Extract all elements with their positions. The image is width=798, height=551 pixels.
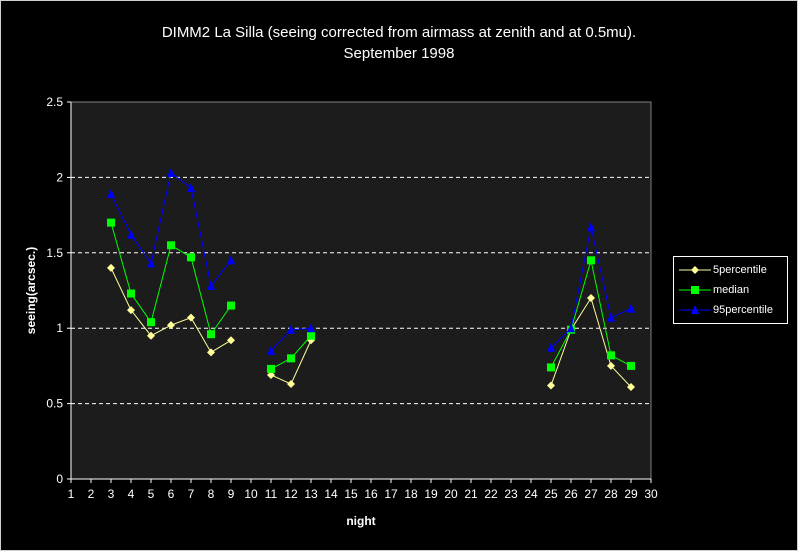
x-tick-label: 28 [604, 487, 618, 501]
data-point-5percentile [227, 336, 235, 345]
data-point-95percentile [287, 324, 295, 334]
x-tick-label: 21 [464, 487, 478, 501]
data-point-median [227, 301, 235, 310]
x-tick-label: 12 [284, 487, 298, 501]
legend-swatch-median [679, 286, 711, 294]
data-point-median [547, 363, 555, 372]
data-point-median [107, 218, 115, 227]
x-tick-label: 1 [68, 487, 75, 501]
x-tick-label: 22 [484, 487, 498, 501]
data-point-5percentile [127, 306, 135, 315]
x-tick-label: 17 [384, 487, 398, 501]
x-tick-label: 4 [128, 487, 135, 501]
x-tick-label: 9 [228, 487, 235, 501]
data-point-95percentile [127, 229, 135, 239]
x-tick-label: 27 [584, 487, 598, 501]
data-point-5percentile [207, 348, 215, 357]
data-point-95percentile [107, 188, 115, 198]
legend-swatch-95percentile [679, 305, 711, 314]
data-point-5percentile [167, 321, 175, 330]
x-tick-label: 13 [304, 487, 318, 501]
x-tick-label: 26 [564, 487, 578, 501]
chart-title: DIMM2 La Silla (seeing corrected from ai… [161, 24, 637, 41]
data-point-95percentile [307, 323, 315, 333]
data-point-95percentile [587, 222, 595, 232]
x-tick-label: 29 [624, 487, 638, 501]
data-point-95percentile [167, 167, 175, 177]
data-point-5percentile [287, 379, 295, 388]
x-tick-label: 8 [208, 487, 215, 501]
x-tick-label: 18 [404, 487, 418, 501]
legend: 5percentile median 95percentile [673, 256, 788, 324]
x-tick-label: 5 [148, 487, 155, 501]
y-tick-label: 1 [56, 321, 63, 335]
x-tick-label: 24 [524, 487, 538, 501]
legend-item-95percentile: 95percentile [674, 302, 787, 318]
x-tick-label: 19 [424, 487, 438, 501]
data-point-95percentile [147, 258, 155, 268]
y-tick-label: 0 [56, 472, 63, 486]
chart-subtitle: September 1998 [343, 45, 455, 62]
y-tick-label: 2 [56, 170, 63, 184]
x-tick-label: 15 [344, 487, 358, 501]
data-point-median [307, 331, 315, 340]
x-tick-label: 16 [364, 487, 378, 501]
data-point-median [287, 354, 295, 363]
data-point-95percentile [227, 255, 235, 265]
data-point-median [207, 330, 215, 339]
data-point-95percentile [627, 303, 635, 313]
x-tick-label: 6 [168, 487, 175, 501]
data-point-5percentile [147, 331, 155, 340]
data-point-5percentile [187, 313, 195, 322]
data-point-median [607, 351, 615, 360]
data-point-95percentile [207, 280, 215, 290]
data-point-5percentile [607, 361, 615, 370]
data-point-5percentile [587, 294, 595, 303]
legend-label-median: median [713, 284, 750, 296]
data-point-median [267, 364, 275, 373]
legend-item-5percentile: 5percentile [674, 262, 787, 278]
y-tick-label: 2.5 [46, 95, 63, 109]
legend-item-median: median [674, 282, 787, 298]
data-point-5percentile [547, 381, 555, 390]
y-tick-label: 0.5 [46, 397, 63, 411]
data-point-5percentile [107, 263, 115, 272]
data-point-95percentile [607, 312, 615, 322]
legend-label-5percentile: 5percentile [713, 264, 767, 276]
data-point-median [627, 361, 635, 370]
x-tick-label: 2 [88, 487, 95, 501]
data-point-95percentile [567, 323, 575, 333]
x-axis-label: night [346, 514, 375, 528]
data-point-median [167, 241, 175, 250]
x-tick-label: 25 [544, 487, 558, 501]
data-point-95percentile [267, 345, 275, 355]
data-point-median [587, 256, 595, 265]
data-point-median [147, 318, 155, 327]
data-point-5percentile [627, 383, 635, 392]
x-tick-label: 7 [188, 487, 195, 501]
x-tick-label: 23 [504, 487, 518, 501]
data-point-95percentile [547, 342, 555, 352]
plot-area [70, 101, 652, 480]
x-tick-label: 11 [265, 487, 278, 501]
legend-label-95percentile: 95percentile [713, 304, 773, 316]
x-tick-label: 3 [108, 487, 115, 501]
y-tick-label: 1.5 [46, 246, 63, 260]
x-tick-label: 10 [244, 487, 258, 501]
x-tick-label: 30 [644, 487, 658, 501]
data-point-95percentile [187, 182, 195, 192]
data-point-median [187, 253, 195, 262]
y-axis-label: seeing(arcsec.) [24, 247, 38, 334]
legend-swatch-5percentile [679, 266, 711, 274]
x-tick-label: 20 [444, 487, 458, 501]
x-tick-label: 14 [324, 487, 338, 501]
data-point-median [127, 289, 135, 298]
data-point-5percentile [267, 370, 275, 379]
